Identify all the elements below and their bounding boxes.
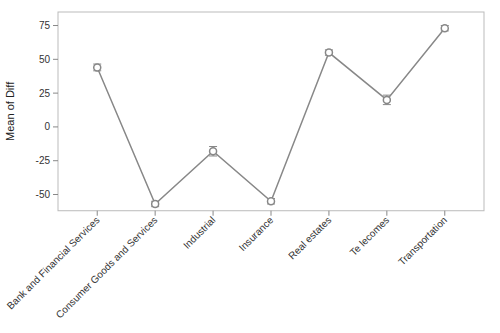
y-tick: [53, 126, 58, 127]
series-line: [97, 28, 445, 204]
y-tick-label: 50: [39, 54, 51, 65]
y-tick-label: 0: [44, 121, 50, 132]
x-tick-label: Consumer Goods and Services: [54, 214, 160, 320]
x-tick: [328, 211, 329, 216]
x-tick: [97, 211, 98, 216]
x-tick-label: Transportation: [396, 214, 449, 267]
y-tick: [53, 25, 58, 26]
point-marker: [325, 49, 332, 56]
y-tick: [53, 59, 58, 60]
x-tick-label: Industrial: [181, 214, 217, 250]
y-tick-label: -25: [36, 155, 51, 166]
x-tick: [155, 211, 156, 216]
x-tick: [213, 211, 214, 216]
y-tick-label: 25: [39, 88, 51, 99]
error-bar: [383, 95, 391, 104]
x-tick-label: Real estates: [286, 214, 333, 261]
point-marker: [94, 64, 101, 71]
y-tick: [53, 93, 58, 94]
error-bar: [267, 199, 275, 204]
y-axis-label: Mean of Diff: [4, 81, 16, 141]
y-tick-label: 75: [39, 20, 51, 31]
x-tick-label: Insurance: [237, 214, 276, 253]
point-marker: [441, 25, 448, 32]
x-tick: [271, 211, 272, 216]
point-marker: [152, 200, 159, 207]
x-tick-label: Bank and Financial Services: [5, 214, 102, 311]
y-tick: [53, 160, 58, 161]
y-tick: [53, 194, 58, 195]
chart-container: -50 -25 0 25 50 75 Mean of Diff Bank and Financ…: [0, 0, 500, 333]
x-tick-label: Te lecomes: [348, 214, 392, 258]
error-bar: [441, 26, 449, 31]
point-marker: [210, 148, 217, 155]
point-marker: [268, 198, 275, 205]
x-tick: [386, 211, 387, 216]
error-bar: [151, 201, 159, 206]
x-tick: [444, 211, 445, 216]
plot-frame: [58, 12, 484, 211]
y-tick-label: -50: [36, 189, 51, 200]
data-group: [93, 25, 449, 208]
error-bar: [209, 147, 217, 156]
error-bar: [93, 64, 101, 71]
error-bar: [325, 50, 333, 55]
point-marker: [383, 96, 390, 103]
chart: -50 -25 0 25 50 75 Mean of Diff Bank and Financ…: [0, 0, 500, 333]
